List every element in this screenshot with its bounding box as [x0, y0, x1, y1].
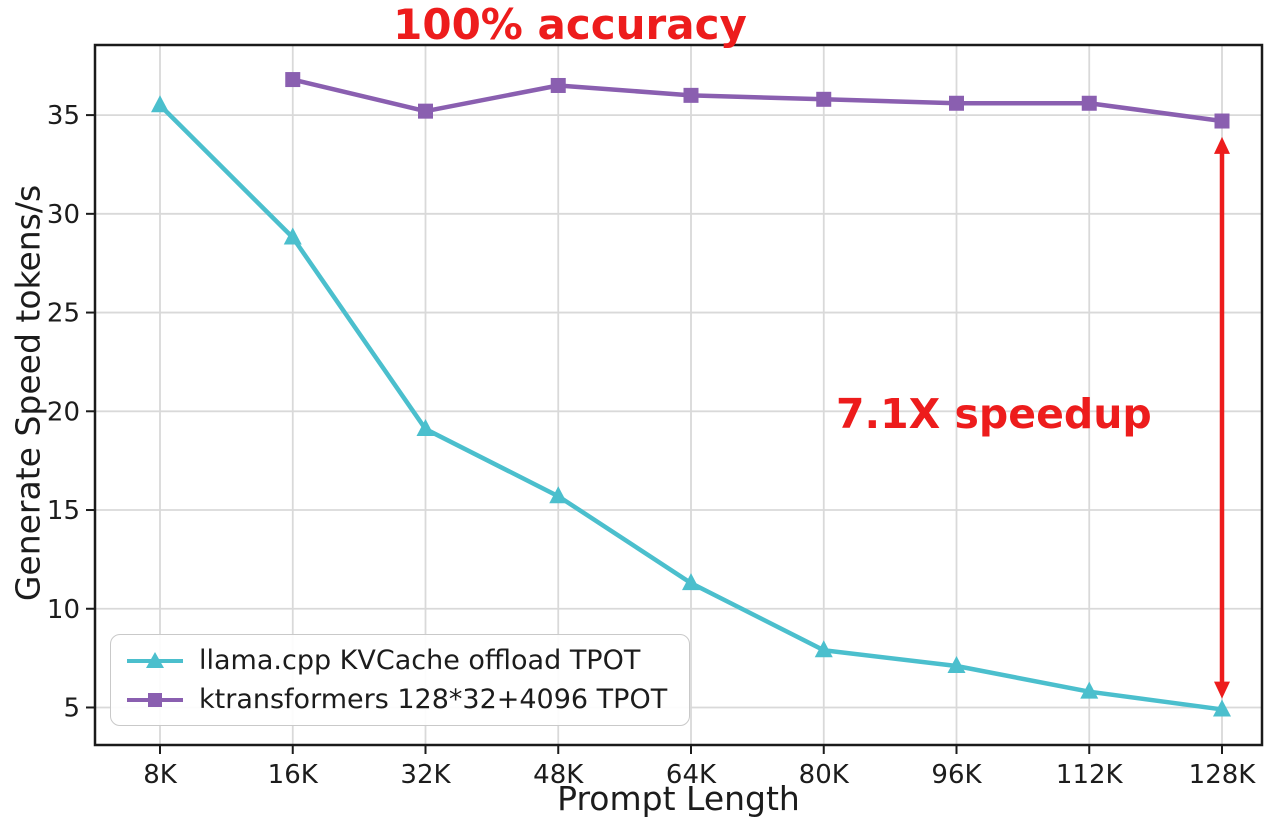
- marker-square: [550, 77, 566, 93]
- legend-label: ktransformers 128*32+4096 TPOT: [199, 684, 668, 715]
- y-tick-label: 20: [47, 397, 80, 427]
- series-0: [151, 95, 1231, 717]
- legend-marker-square: [127, 692, 183, 707]
- grid: [95, 45, 1262, 745]
- marker-square: [1214, 113, 1230, 129]
- marker-square: [418, 103, 433, 119]
- x-tick-label: 112K: [1056, 760, 1124, 790]
- x-tick-label: 16K: [268, 760, 319, 790]
- legend-item-1: ktransformers 128*32+4096 TPOT: [125, 684, 667, 715]
- speedup-arrow: [1214, 136, 1230, 699]
- y-tick-label: 35: [47, 101, 80, 131]
- marker-triangle: [947, 656, 966, 674]
- marker-triangle: [1213, 699, 1231, 717]
- speedup-annotation: 7.1X speedup: [836, 390, 1152, 438]
- marker-square: [949, 95, 964, 111]
- x-tick-label: 64K: [666, 760, 717, 790]
- marker-triangle: [1080, 681, 1099, 699]
- y-tick-label: 10: [47, 595, 80, 625]
- marker-square: [683, 87, 699, 103]
- chart-title: 100% accuracy: [393, 0, 747, 49]
- x-tick-label: 80K: [799, 760, 850, 790]
- plot-border: [93, 43, 1264, 747]
- x-tick-label: 8K: [143, 760, 178, 790]
- y-tick-label: 30: [47, 200, 80, 230]
- legend-marker-triangle: [127, 651, 183, 668]
- x-tick-label: 48K: [533, 760, 584, 790]
- series-1: [285, 72, 1230, 129]
- marker-triangle: [682, 573, 700, 591]
- legend: llama.cpp KVCache offload TPOT ktransform…: [110, 634, 691, 726]
- marker-square: [1081, 95, 1097, 111]
- legend-label: llama.cpp KVCache offload TPOT: [199, 645, 641, 676]
- marker-triangle: [151, 95, 169, 113]
- y-axis-label: Generate Speed tokens/s: [8, 184, 48, 602]
- y-tick-label: 15: [47, 496, 80, 526]
- axes: 5 10 15 20 25 30 35 8K 16K 32K 48K 64K 80K 96K 112K 128…: [47, 101, 1256, 790]
- x-tick-label: 96K: [931, 760, 982, 790]
- x-axis-label: Prompt Length: [557, 779, 800, 818]
- marker-triangle: [549, 486, 568, 504]
- marker-triangle: [283, 227, 302, 245]
- marker-triangle: [814, 640, 833, 658]
- x-tick-label: 32K: [400, 760, 451, 790]
- y-tick-label: 5: [63, 693, 80, 723]
- legend-item-0: llama.cpp KVCache offload TPOT: [125, 645, 667, 676]
- marker-square: [816, 91, 832, 107]
- x-tick-label: 128K: [1189, 760, 1257, 790]
- y-tick-label: 25: [47, 299, 80, 329]
- marker-triangle: [416, 419, 435, 437]
- marker-square: [285, 72, 301, 88]
